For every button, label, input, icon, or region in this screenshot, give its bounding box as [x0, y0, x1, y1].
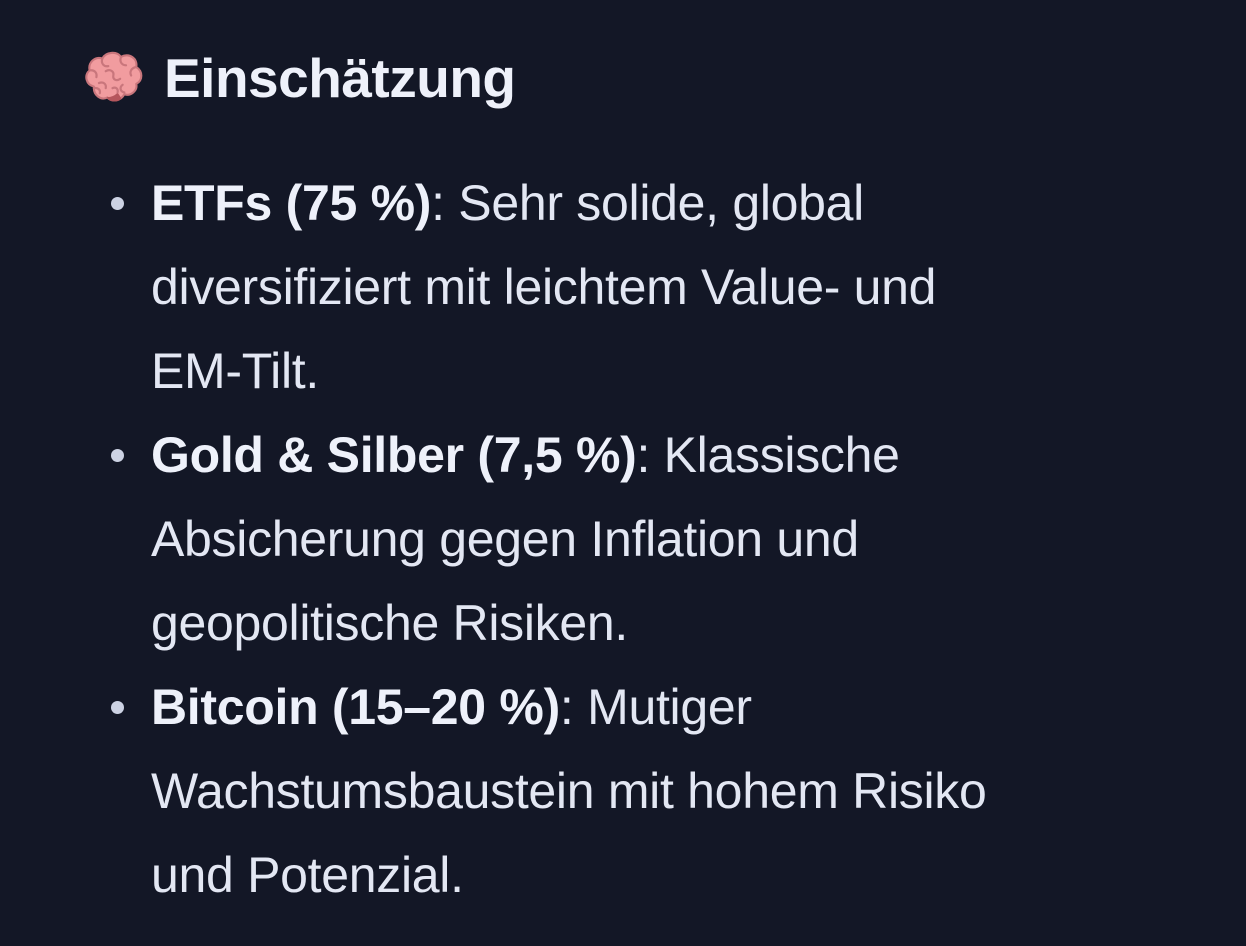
bullet-text: Wachstumsbaustein mit hohem Risiko [151, 763, 987, 819]
list-item-gold-silber: Gold & Silber (7,5 %): Klassische Absich… [82, 413, 1206, 665]
chat-message: Einschätzung ETFs (75 %): Sehr solide, g… [82, 45, 1206, 917]
bullet-text: EM-Tilt. [151, 343, 319, 399]
bullet-text: geopolitische Risiken. [151, 595, 628, 651]
section-heading: Einschätzung [82, 45, 1206, 111]
bullet-text: und Potenzial. [151, 847, 464, 903]
bullet-lead: Gold & Silber (7,5 %) [151, 427, 637, 483]
bullet-lead: ETFs (75 %) [151, 175, 432, 231]
bullet-icon [111, 449, 124, 462]
bullet-text: : Sehr solide, global [431, 175, 864, 231]
bullet-icon [111, 197, 124, 210]
bullet-text: : Mutiger [559, 679, 752, 735]
brain-icon [82, 50, 143, 106]
heading-text: Einschätzung [164, 47, 516, 109]
bullet-text: Absicherung gegen Inflation und [151, 511, 859, 567]
list-item-etfs: ETFs (75 %): Sehr solide, global diversi… [82, 161, 1206, 413]
bullet-list: ETFs (75 %): Sehr solide, global diversi… [82, 161, 1206, 917]
bullet-text: : Klassische [636, 427, 900, 483]
bullet-lead: Bitcoin (15–20 %) [151, 679, 560, 735]
bullet-icon [111, 701, 124, 714]
bullet-text: diversifiziert mit leichtem Value- und [151, 259, 937, 315]
list-item-bitcoin: Bitcoin (15–20 %): Mutiger Wachstumsbaus… [82, 665, 1206, 917]
